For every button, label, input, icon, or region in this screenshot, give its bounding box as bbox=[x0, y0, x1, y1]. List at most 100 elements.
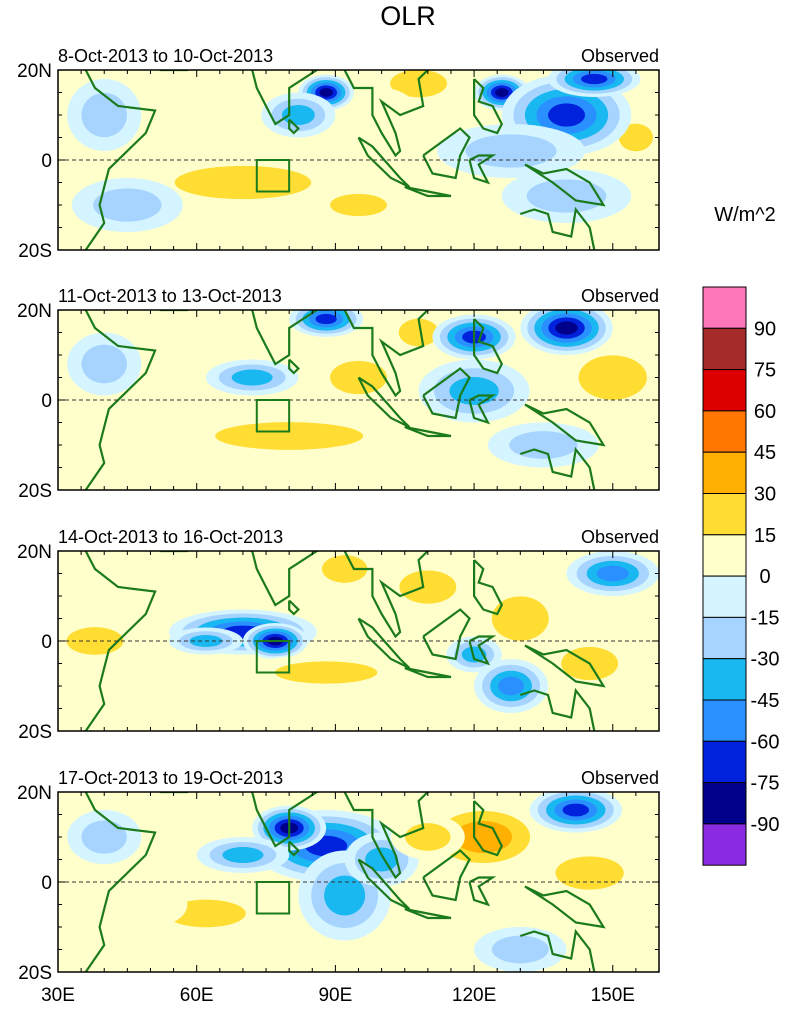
map-panels: 20N 0 20S 8-Oct-2013 to 10-Oct-2013 Observed… bbox=[17, 46, 660, 984]
y-tick-label: 20S bbox=[18, 963, 52, 984]
colorbar-cell bbox=[702, 451, 747, 495]
x-tick-label: 150E bbox=[591, 985, 635, 1006]
coastline bbox=[84, 70, 606, 250]
coastline bbox=[84, 551, 606, 731]
y-tick-label: 0 bbox=[41, 632, 52, 653]
colorbar-label: 75 bbox=[754, 360, 776, 382]
olr-contour bbox=[578, 355, 647, 400]
colorbar-cell bbox=[702, 699, 747, 742]
olr-contour bbox=[281, 105, 315, 125]
olr-contour bbox=[274, 661, 378, 684]
panel-source-label: Observed bbox=[581, 46, 659, 66]
colorbar-label: 0 bbox=[759, 566, 770, 588]
panel-source-label: Observed bbox=[581, 768, 659, 788]
olr-contour bbox=[454, 821, 513, 853]
olr-contour bbox=[449, 377, 499, 405]
olr-contour bbox=[491, 596, 549, 641]
olr-contour bbox=[555, 321, 578, 335]
x-tick-label: 90E bbox=[318, 985, 352, 1006]
olr-contour bbox=[93, 188, 162, 222]
colorbar-units: W/m^2 bbox=[714, 204, 776, 226]
y-tick-label: 0 bbox=[41, 391, 52, 412]
map-panel: 20N 0 20S 11-Oct-2013 to 13-Oct-2013 Observe… bbox=[17, 286, 660, 502]
olr-contour bbox=[174, 165, 312, 200]
olr-contour bbox=[509, 431, 578, 459]
map-panel: 20N 0 20S 14-Oct-2013 to 16-Oct-2013 Observe… bbox=[17, 527, 660, 743]
colorbar-cell bbox=[702, 575, 747, 618]
olr-contour bbox=[596, 565, 629, 582]
y-tick-label: 20N bbox=[17, 301, 52, 322]
olr-contour bbox=[324, 875, 366, 916]
olr-contour bbox=[81, 820, 127, 854]
panel-date-label: 14-Oct-2013 to 16-Oct-2013 bbox=[58, 527, 283, 547]
olr-contour bbox=[81, 344, 127, 384]
region-box bbox=[255, 399, 291, 433]
colorbar-label: -45 bbox=[751, 690, 780, 712]
y-tick-label: 20N bbox=[17, 61, 52, 82]
colorbar-cell bbox=[702, 410, 747, 453]
x-tick-label: 30E bbox=[41, 985, 75, 1006]
panel-date-label: 17-Oct-2013 to 19-Oct-2013 bbox=[58, 768, 283, 788]
colorbar-cell bbox=[702, 369, 747, 412]
colorbar-label: 15 bbox=[754, 525, 776, 547]
y-tick-label: 20N bbox=[17, 783, 52, 804]
region-box bbox=[255, 640, 291, 674]
region-box bbox=[255, 881, 291, 915]
panel-source-label: Observed bbox=[581, 286, 659, 306]
olr-contour bbox=[344, 88, 419, 142]
olr-contour bbox=[405, 823, 451, 851]
y-tick-label: 0 bbox=[41, 873, 52, 894]
colorbar-label: -75 bbox=[751, 773, 780, 795]
colorbar-cell bbox=[702, 782, 747, 825]
olr-contour bbox=[495, 88, 509, 97]
olr-contour bbox=[222, 847, 264, 863]
colorbar-label: -15 bbox=[751, 607, 780, 629]
olr-contour bbox=[365, 847, 399, 872]
olr-contour bbox=[81, 92, 127, 138]
colorbar-label: -30 bbox=[751, 649, 780, 671]
olr-contour bbox=[398, 318, 439, 347]
olr-contour bbox=[555, 856, 624, 890]
map-panel: 20N 0 20S 8-Oct-2013 to 10-Oct-2013 Observed bbox=[17, 46, 660, 262]
figure-title: OLR bbox=[380, 1, 436, 31]
panel-source-label: Observed bbox=[581, 527, 659, 547]
colorbar-label: 30 bbox=[754, 484, 776, 506]
colorbar-cell bbox=[702, 286, 747, 329]
olr-contour bbox=[319, 88, 333, 97]
coastline bbox=[84, 310, 606, 490]
olr-contour bbox=[526, 179, 607, 213]
olr-contour bbox=[315, 313, 337, 325]
x-tick-label: 60E bbox=[180, 985, 214, 1006]
colorbar-cell bbox=[702, 823, 747, 866]
coastline bbox=[84, 792, 606, 972]
panel-date-label: 8-Oct-2013 to 10-Oct-2013 bbox=[58, 46, 273, 66]
olr-contour bbox=[215, 422, 364, 450]
y-tick-label: 20S bbox=[18, 241, 52, 262]
panel-date-label: 11-Oct-2013 to 13-Oct-2013 bbox=[58, 286, 282, 306]
olr-contour bbox=[581, 73, 608, 85]
colorbar-cell bbox=[702, 740, 747, 784]
olr-contour bbox=[399, 570, 457, 604]
colorbar-cell bbox=[702, 658, 747, 701]
olr-contour bbox=[330, 193, 387, 217]
olr-contour bbox=[498, 676, 524, 696]
olr-contour bbox=[465, 134, 557, 168]
colorbar-label: 60 bbox=[754, 401, 776, 423]
colorbar-cell bbox=[702, 493, 747, 536]
olr-contour bbox=[548, 103, 586, 127]
y-tick-label: 20N bbox=[17, 542, 52, 563]
x-axis: 30E 60E 90E 120E 150E bbox=[41, 985, 635, 1006]
y-tick-label: 20S bbox=[18, 722, 52, 743]
olr-contour bbox=[321, 555, 368, 583]
colorbar-label: -60 bbox=[751, 731, 780, 753]
olr-contour bbox=[618, 123, 653, 152]
colorbar-cell bbox=[702, 616, 747, 660]
x-tick-label: 120E bbox=[452, 985, 496, 1006]
olr-contour bbox=[562, 803, 589, 817]
y-tick-label: 20S bbox=[18, 481, 52, 502]
map-panel: 20N 0 20S 17-Oct-2013 to 19-Oct-2013 Observe… bbox=[17, 768, 660, 984]
olr-contour bbox=[231, 369, 273, 386]
olr-contour bbox=[491, 935, 549, 964]
colorbar-label: -90 bbox=[751, 814, 780, 836]
